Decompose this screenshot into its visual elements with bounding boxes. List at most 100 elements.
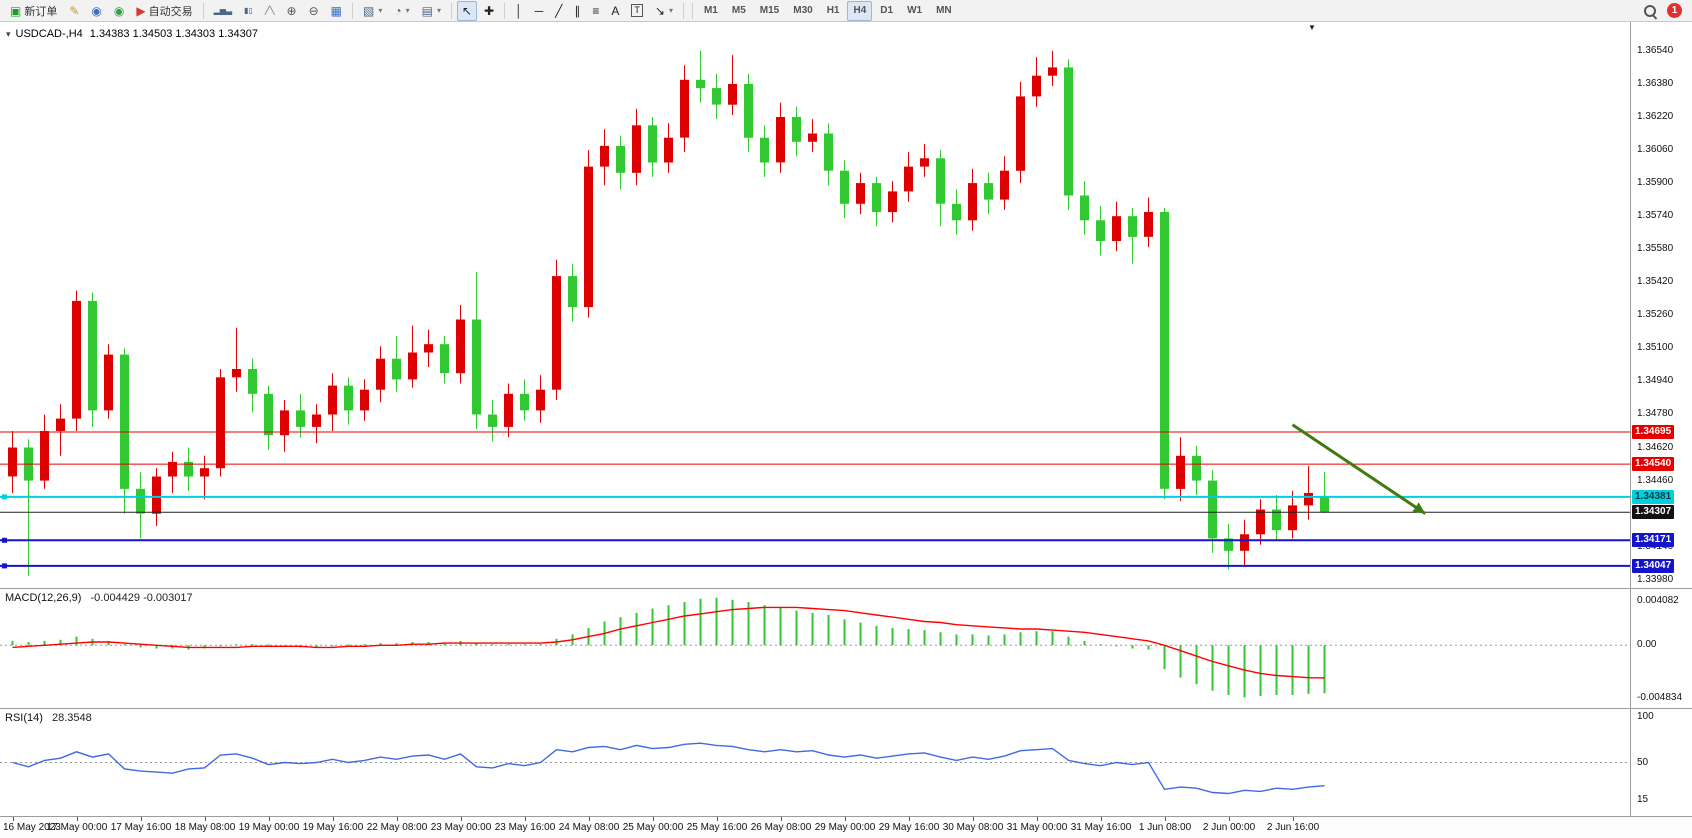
price-level-badge: 1.34171 bbox=[1632, 533, 1675, 547]
vertical-line-icon: │ bbox=[515, 3, 523, 18]
time-axis-label: 23 May 16:00 bbox=[494, 822, 556, 833]
trendline-button[interactable]: ╱ bbox=[550, 1, 567, 21]
toolbar-separator bbox=[450, 2, 452, 19]
time-axis[interactable]: 16 May 2023 17 May 00:00 17 May 16:00 18 Ma… bbox=[0, 817, 1692, 838]
timeframe-m5-button[interactable]: M5 bbox=[731, 5, 746, 16]
time-tick bbox=[397, 817, 398, 821]
channel-button[interactable]: ∥ bbox=[569, 1, 585, 21]
profiles-button[interactable]: ◉ bbox=[86, 1, 106, 21]
vertical-line-button[interactable]: │ bbox=[510, 1, 528, 21]
chevron-down-icon: ▾ bbox=[405, 6, 410, 15]
arrows-icon: ↘ bbox=[654, 3, 665, 18]
line-chart-button[interactable]: ╱╲ bbox=[260, 1, 280, 21]
rsi-panel[interactable]: RSI(14) 28.3548 bbox=[0, 709, 1630, 816]
new-order-button-label: 新订单 bbox=[24, 5, 58, 18]
rsi-axis-label: 50 bbox=[1637, 757, 1649, 768]
chart-ohlc-values: 1.34383 1.34503 1.34303 1.34307 bbox=[89, 28, 258, 40]
price-axis-label: 1.34940 bbox=[1637, 375, 1674, 386]
price-axis-label: 1.33980 bbox=[1637, 574, 1674, 585]
price-plot[interactable] bbox=[0, 22, 1630, 588]
toolbar-separator bbox=[202, 2, 204, 19]
timeframe-m15-button[interactable]: M15 bbox=[759, 5, 780, 16]
timeframe-h4-button[interactable]: H4 bbox=[847, 0, 873, 21]
level-handle[interactable] bbox=[2, 537, 7, 543]
time-tick bbox=[909, 817, 910, 821]
search-button[interactable] bbox=[1638, 1, 1662, 21]
horizontal-line-icon: ─ bbox=[534, 3, 544, 18]
trend-arrow[interactable] bbox=[1291, 423, 1427, 515]
label-button[interactable]: T bbox=[626, 1, 648, 21]
new-chart-icon: ▧ bbox=[363, 3, 375, 18]
tile-windows-button[interactable]: ▦ bbox=[326, 1, 347, 21]
time-axis-label: 17 May 00:00 bbox=[46, 822, 108, 833]
new-chart-button[interactable]: ▧ ▾ bbox=[358, 1, 387, 21]
price-level-badge: 1.34540 bbox=[1632, 457, 1675, 471]
profiles-icon: ◉ bbox=[91, 3, 102, 18]
crosshair-button[interactable]: ✚ bbox=[479, 1, 499, 21]
bar-chart-button[interactable]: ▂▅▃ bbox=[209, 1, 237, 21]
zoom-out-icon: ⊖ bbox=[308, 3, 319, 18]
panel-divider[interactable] bbox=[0, 708, 1692, 709]
time-axis-label: 2 Jun 00:00 bbox=[1202, 822, 1256, 833]
timeframe-mn-button[interactable]: MN bbox=[936, 5, 952, 16]
rsi-value: 28.3548 bbox=[51, 712, 92, 724]
notifications-badge[interactable]: 1 bbox=[1667, 3, 1682, 18]
period-button[interactable]: ◔ ▾ bbox=[389, 1, 414, 21]
community-button[interactable]: ◉ bbox=[109, 1, 129, 21]
autotrading-button[interactable]: ▶ 自动交易 bbox=[131, 1, 197, 21]
horizontal-level-lines bbox=[0, 431, 1630, 569]
fibonacci-button[interactable]: ≡ bbox=[587, 1, 604, 21]
zoom-out-button[interactable]: ⊖ bbox=[304, 1, 324, 21]
time-tick bbox=[1165, 817, 1166, 821]
chevron-down-icon: ▾ bbox=[436, 6, 441, 15]
rsi-plot[interactable] bbox=[0, 709, 1630, 816]
horizontal-line-button[interactable]: ─ bbox=[530, 1, 549, 21]
time-tick bbox=[461, 817, 462, 821]
chart-menu-icon[interactable]: ▾ bbox=[6, 28, 11, 39]
macd-name: MACD(12,26,9) bbox=[5, 592, 82, 604]
template-button[interactable]: ▤ ▾ bbox=[417, 1, 446, 21]
time-tick bbox=[973, 817, 974, 821]
mql-editor-button[interactable]: ✎ bbox=[64, 1, 84, 21]
cursor-icon: ↖ bbox=[461, 3, 473, 18]
timeframe-m1-button[interactable]: M1 bbox=[703, 5, 718, 16]
time-axis-label: 31 May 00:00 bbox=[1006, 822, 1068, 833]
rsi-axis[interactable]: 100 50 15 bbox=[1631, 709, 1692, 816]
time-tick bbox=[1293, 817, 1294, 821]
time-tick bbox=[781, 817, 782, 821]
macd-panel[interactable]: MACD(12,26,9) -0.004429 -0.003017 bbox=[0, 589, 1630, 708]
level-handle[interactable] bbox=[2, 563, 7, 569]
timeframe-m30-button[interactable]: M30 bbox=[793, 5, 813, 16]
price-axis-label: 1.35420 bbox=[1637, 276, 1674, 287]
time-axis-label: 30 May 08:00 bbox=[942, 822, 1004, 833]
time-tick bbox=[141, 817, 142, 821]
rsi-name: RSI(14) bbox=[5, 712, 43, 724]
zoom-in-button[interactable]: ⊕ bbox=[282, 1, 302, 21]
text-button[interactable]: A bbox=[606, 1, 624, 21]
timeframe-h1-button[interactable]: H1 bbox=[826, 5, 840, 16]
template-icon: ▤ bbox=[421, 3, 433, 18]
new-order-button[interactable]: ▣ 新订单 bbox=[5, 1, 62, 21]
panel-divider[interactable] bbox=[0, 588, 1692, 589]
panel-divider bbox=[0, 816, 1692, 817]
macd-axis-label: 0.00 bbox=[1637, 639, 1657, 650]
arrows-button[interactable]: ↘ ▾ bbox=[650, 1, 678, 21]
price-axis[interactable]: 1.36540 1.36380 1.36220 1.36060 1.35900 1.357… bbox=[1631, 22, 1692, 588]
autotrading-button-label: 自动交易 bbox=[148, 5, 193, 18]
cursor-button[interactable]: ↖ bbox=[456, 0, 478, 21]
candlestick-chart[interactable]: ▾ USDCAD-,H4 1.34383 1.34503 1.34303 1.3… bbox=[0, 22, 1630, 588]
rsi-label: RSI(14) 28.3548 bbox=[5, 712, 92, 724]
timeframe-w1-button[interactable]: W1 bbox=[907, 5, 923, 16]
label-icon: T bbox=[631, 4, 643, 17]
time-axis-label: 18 May 08:00 bbox=[174, 822, 236, 833]
autotrading-icon: ▶ bbox=[136, 3, 146, 18]
timeframe-d1-button[interactable]: D1 bbox=[880, 5, 894, 16]
macd-axis[interactable]: 0.004082 0.00 -0.004834 bbox=[1631, 589, 1692, 708]
candle-chart-button[interactable]: ▮▯ bbox=[239, 1, 258, 21]
axis-divider bbox=[1630, 22, 1631, 816]
time-tick bbox=[589, 817, 590, 821]
chart-shift-marker[interactable]: ▼ bbox=[1308, 23, 1316, 32]
macd-plot[interactable] bbox=[0, 589, 1630, 708]
level-handle[interactable] bbox=[2, 494, 7, 500]
